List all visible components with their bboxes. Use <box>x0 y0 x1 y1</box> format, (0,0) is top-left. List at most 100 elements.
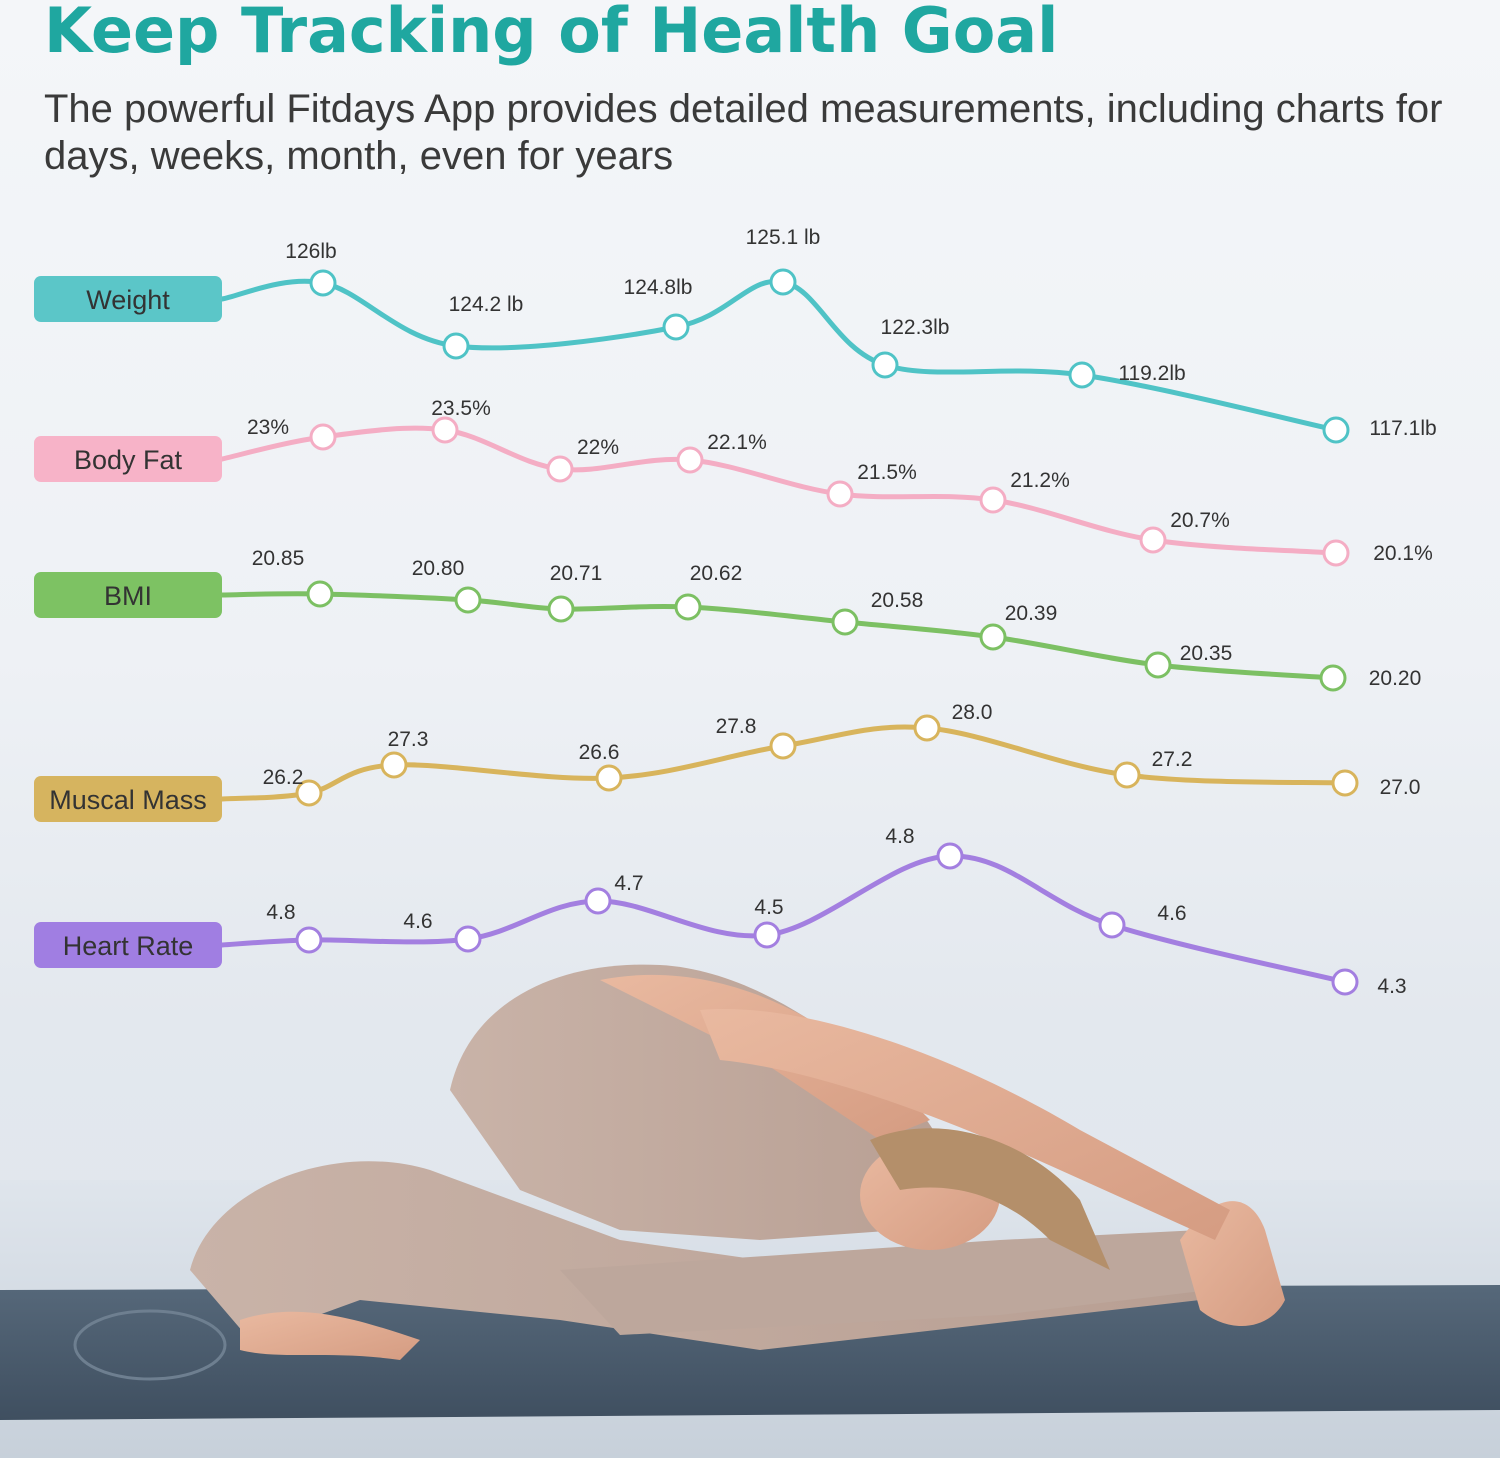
weight-value-label: 119.2lb <box>1118 362 1185 385</box>
muscal-mass-point <box>913 714 941 742</box>
weight-point <box>442 332 470 360</box>
weight-label-pill <box>34 276 222 322</box>
bmi-line <box>219 591 1336 681</box>
weight-value-label: 124.2 lb <box>449 293 524 316</box>
bmi-point <box>454 586 482 614</box>
body-fat-line <box>219 425 1339 556</box>
muscal-mass-label: Muscal Mass <box>49 785 207 815</box>
weight-point <box>769 268 797 296</box>
body-fat-value-label: 21.5% <box>857 461 917 484</box>
heart-rate-point <box>1331 968 1359 996</box>
heart-rate-chart: Heart Rate 4.8 4.6 4.7 4.5 4.8 4.6 4.3 <box>34 825 1407 998</box>
figure-leg-front <box>560 1230 1210 1335</box>
body-fat-point <box>309 423 337 451</box>
weight-chart: Weight 126lb 124.2 lb 124.8lb 125.1 lb 122.3l… <box>34 226 1437 444</box>
muscal-mass-chart: Muscal Mass 26.2 27.3 26.6 27.8 28.0 27.2 27.0 <box>34 701 1420 822</box>
bmi-value-label: 20.85 <box>252 547 305 570</box>
muscal-mass-point <box>1331 769 1359 797</box>
muscal-mass-point <box>595 764 623 792</box>
metrics-charts: Weight 126lb 124.2 lb 124.8lb 125.1 lb 122.3l… <box>34 226 1437 998</box>
yoga-photo <box>0 964 1500 1458</box>
page-subtitle: The powerful Fitdays App provides detail… <box>44 87 1443 178</box>
body-fat-value-label: 21.2% <box>1010 469 1070 492</box>
weight-value-label: 122.3lb <box>881 316 950 339</box>
bmi-point <box>979 623 1007 651</box>
bmi-label-pill <box>34 572 222 618</box>
body-fat-chart: Body Fat 23% 23.5% 22% 22.1% 21.5% 21.2% 20.7% 2… <box>34 397 1433 567</box>
heart-rate-value-label: 4.3 <box>1377 975 1406 998</box>
heart-rate-point <box>1098 911 1126 939</box>
body-fat-value-label: 22% <box>577 436 619 459</box>
muscal-mass-value-label: 27.0 <box>1380 776 1421 799</box>
weight-value-label: 126lb <box>285 240 336 263</box>
heart-rate-value-label: 4.6 <box>1157 902 1186 925</box>
heart-rate-point <box>454 925 482 953</box>
heart-rate-value-label: 4.7 <box>614 872 643 895</box>
weight-point <box>871 351 899 379</box>
body-fat-value-label: 20.7% <box>1170 509 1230 532</box>
body-fat-point <box>676 446 704 474</box>
heart-rate-point <box>936 842 964 870</box>
body-fat-value-label: 20.1% <box>1373 542 1433 565</box>
bmi-label: BMI <box>104 581 152 611</box>
mat-circle <box>73 1309 227 1381</box>
heart-rate-point <box>295 926 323 954</box>
heart-rate-value-label: 4.5 <box>754 896 783 919</box>
body-fat-point <box>1139 526 1167 554</box>
yoga-mat <box>0 1285 1500 1420</box>
body-fat-value-label: 23.5% <box>431 397 491 420</box>
muscal-mass-label-pill <box>34 776 222 822</box>
heart-rate-point <box>584 887 612 915</box>
muscal-mass-point <box>295 779 323 807</box>
muscal-mass-point <box>769 732 797 760</box>
figure-torso <box>450 964 960 1240</box>
heart-rate-label: Heart Rate <box>63 931 194 961</box>
weight-point <box>1322 416 1350 444</box>
muscal-mass-value-label: 28.0 <box>952 701 993 724</box>
heart-rate-value-label: 4.8 <box>266 901 295 924</box>
page-title: Keep Tracking of Health Goal <box>44 0 1059 67</box>
bmi-value-label: 20.35 <box>1180 642 1233 665</box>
heart-rate-value-label: 4.6 <box>403 910 432 933</box>
bmi-chart: BMI 20.85 20.80 20.71 20.62 20.58 20.39 20.35 20… <box>34 547 1422 692</box>
weight-value-label: 125.1 lb <box>746 226 821 249</box>
body-fat-value-label: 23% <box>247 416 289 439</box>
bmi-point <box>547 595 575 623</box>
body-fat-point <box>826 480 854 508</box>
body-fat-value-label: 22.1% <box>707 431 767 454</box>
bmi-point <box>831 608 859 636</box>
heart-rate-value-label: 4.8 <box>885 825 914 848</box>
bmi-value-label: 20.80 <box>412 557 465 580</box>
muscal-mass-point <box>380 751 408 779</box>
weight-label: Weight <box>86 285 170 315</box>
bmi-value-label: 20.58 <box>871 589 924 612</box>
heart-rate-label-pill <box>34 922 222 968</box>
muscal-mass-value-label: 27.3 <box>388 728 429 751</box>
bmi-point <box>674 593 702 621</box>
bmi-value-label: 20.20 <box>1369 667 1422 690</box>
body-fat-point <box>1322 539 1350 567</box>
body-fat-point <box>979 486 1007 514</box>
muscal-mass-value-label: 26.6 <box>579 741 620 764</box>
weight-point <box>1068 361 1096 389</box>
bmi-point <box>1144 651 1172 679</box>
weight-line <box>219 278 1339 433</box>
weight-point <box>309 269 337 297</box>
figure-hair <box>870 1128 1110 1270</box>
bmi-value-label: 20.62 <box>690 562 743 585</box>
weight-value-label: 124.8lb <box>624 276 693 299</box>
muscal-mass-value-label: 27.2 <box>1152 748 1193 771</box>
weight-value-label: 117.1lb <box>1369 417 1436 440</box>
muscal-mass-value-label: 27.8 <box>716 715 757 738</box>
muscal-mass-value-label: 26.2 <box>263 766 304 789</box>
bmi-point <box>1319 664 1347 692</box>
bmi-value-label: 20.39 <box>1005 602 1058 625</box>
body-fat-point <box>431 416 459 444</box>
body-fat-label-pill <box>34 436 222 482</box>
bmi-value-label: 20.71 <box>550 562 603 585</box>
figure-hand <box>240 1311 420 1360</box>
figure-arm <box>700 1009 1230 1240</box>
muscal-mass-point <box>1113 761 1141 789</box>
body-fat-point <box>546 455 574 483</box>
weight-point <box>662 313 690 341</box>
